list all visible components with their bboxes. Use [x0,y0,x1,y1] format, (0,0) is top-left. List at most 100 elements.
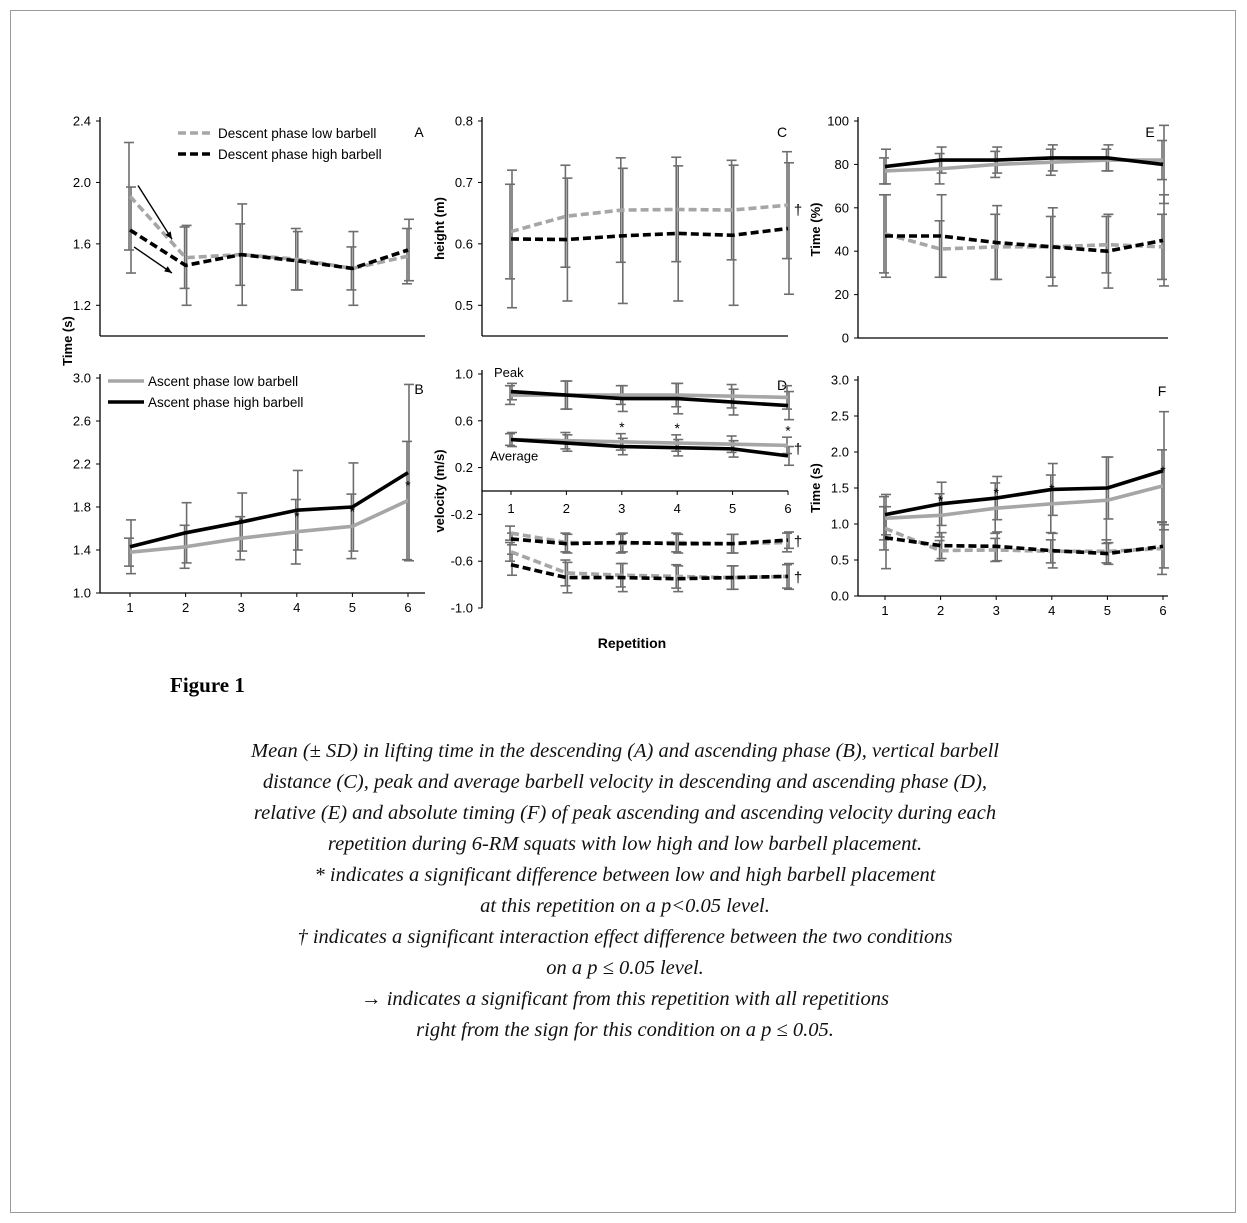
y-tick-label: 40 [835,244,849,259]
x-tick-label: 2 [182,600,189,615]
y-tick-label: 0.6 [455,236,473,251]
x-tick-label: 3 [993,603,1000,618]
interaction-dagger: † [794,570,802,587]
y-axis-label: velocity (m/s) [432,449,447,532]
y-axis-label: Time (s) [808,463,823,513]
x-tick-label: 1 [126,600,133,615]
peak-label: Peak [494,365,524,380]
y-tick-label: 2.4 [73,114,91,129]
series-line [510,437,789,458]
significance-star: * [1049,481,1055,497]
series-line [884,535,1164,556]
x-tick-label: 4 [674,501,681,516]
caption-line: on a p ≤ 0.05 level. [546,957,704,979]
significance-star: * [785,422,791,438]
interaction-dagger: † [794,202,802,219]
average-label: Average [490,449,538,464]
legend-label: Descent phase low barbell [218,126,376,141]
arrow-head [164,266,172,274]
y-tick-label: -1.0 [451,601,473,616]
significance-arrow [137,185,173,240]
x-tick-label: 5 [1104,603,1111,618]
y-tick-label: 2.6 [73,414,91,429]
caption-line: → indicates a significant from this repe… [361,988,889,1010]
significance-star: * [350,503,356,519]
y-tick-label: 1.5 [831,481,849,496]
x-tick-label: 2 [937,603,944,618]
series-line [510,562,789,581]
y-axis-label: Time (%) [808,203,823,257]
y-tick-label: 1.0 [73,586,91,601]
y-tick-label: 1.2 [73,298,91,313]
legend-label: Descent phase high barbell [218,147,382,162]
caption-line: relative (E) and absolute timing (F) of … [253,802,997,824]
significance-star: * [993,485,999,501]
shared-x-label: Repetition [598,635,666,651]
y-tick-label: 80 [835,157,849,172]
y-tick-label: 60 [835,200,849,215]
x-tick-label: 4 [1048,603,1055,618]
y-axis-label: Time (s) [60,316,75,366]
y-tick-label: 0.2 [455,460,473,475]
series-line [884,156,1164,169]
y-tick-label: 1.0 [831,517,849,532]
series-line [884,232,1164,251]
y-tick-label: 0.8 [455,114,473,129]
y-tick-label: 0.5 [831,553,849,568]
panel-f: 0.0 0.5 1.0 1.5 2.0 2.5 3.0 1 2 3 4 5 6 Time (s) F * * * * [808,373,1169,618]
y-tick-label: 0.6 [455,413,473,428]
caption-line: repetition during 6-RM squats with low h… [327,833,923,855]
arrow-head [165,231,172,240]
x-tick-label: 3 [238,600,245,615]
series-line [510,437,789,448]
series-line [510,203,789,234]
x-tick-label: 1 [881,603,888,618]
x-tick-label: 5 [349,600,356,615]
y-tick-label: 3.0 [831,373,849,388]
series-line [885,234,1164,253]
y-tick-label: 2.0 [831,445,849,460]
y-tick-label: -0.6 [451,554,473,569]
x-tick-label: 6 [404,600,411,615]
panel-c: 0.5 0.6 0.7 0.8 height (m) C † [432,114,802,337]
panel-e: 0 20 40 60 80 100 Time (%) E [808,114,1169,346]
significance-arrow [133,246,173,274]
y-tick-label: 0.7 [455,175,473,190]
series-line [129,228,409,271]
x-tick-label: 2 [563,501,570,516]
y-tick-label: 3.0 [73,371,91,386]
panel-letter: B [414,381,423,397]
x-tick-label: 1 [507,501,514,516]
panel-letter: F [1158,383,1167,399]
panel-b: 1.0 1.4 1.8 2.2 2.6 3.0 1 2 3 4 5 6 B Ascent phase lo… [73,371,425,615]
caption-line: at this repetition on a p<0.05 level. [480,895,770,917]
x-tick-label: 3 [618,501,625,516]
interaction-dagger: † [794,441,802,458]
page-frame [10,10,1236,1213]
caption-line: * indicates a significant difference bet… [314,864,936,886]
y-tick-label: 2.5 [831,409,849,424]
series-line [129,471,409,549]
figure-label: Figure 1 [170,673,245,697]
series-line [884,526,1164,554]
y-tick-label: 1.8 [73,500,91,515]
significance-star: * [674,420,680,436]
caption-line: distance (C), peak and average barbell v… [262,771,988,793]
panel-letter: A [414,124,424,140]
x-tick-label: 6 [784,501,791,516]
significance-star: * [1160,463,1166,479]
x-tick-label: 4 [293,600,300,615]
y-tick-label: 1.4 [73,543,91,558]
y-tick-label: 0.0 [831,589,849,604]
y-tick-label: 1.6 [73,236,91,251]
series-line [510,226,789,242]
x-tick-label: 5 [729,501,736,516]
y-tick-label: 2.2 [73,457,91,472]
panel-a: 1.2 1.6 2.0 2.4 Time (s) A Descent phase low b… [60,114,425,366]
caption-line: † indicates a significant interaction ef… [297,926,953,948]
significance-star: * [938,492,944,508]
caption-line: Mean (± SD) in lifting time in the desce… [251,740,999,762]
series-line [510,389,789,408]
figure-caption: Mean (± SD) in lifting time in the desce… [120,736,1130,1046]
caption-line: right from the sign for this condition o… [416,1019,834,1041]
